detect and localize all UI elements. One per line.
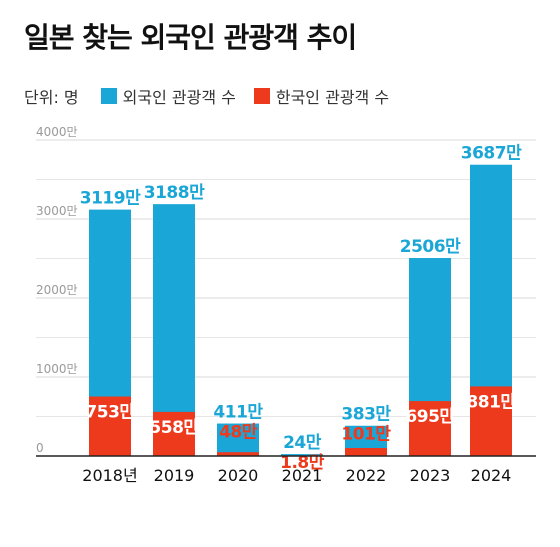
y-tick-label: 0 (36, 441, 44, 455)
x-tick-label: 2018년 (82, 466, 137, 485)
legend-label-foreign: 외국인 관광객 수 (122, 88, 236, 107)
y-tick-label: 4000만 (36, 125, 78, 139)
legend-swatch-korean (253, 88, 270, 104)
bar-korean (409, 401, 451, 456)
bar-foreign (217, 423, 259, 456)
data-label-foreign: 2506만 (400, 237, 461, 257)
data-label-foreign: 3188만 (144, 183, 205, 203)
chart-title: 일본 찾는 외국인 관광객 추이 (24, 21, 357, 54)
data-label-korean: 695만 (405, 407, 455, 427)
data-label-foreign: 383만 (341, 405, 391, 425)
x-tick-label: 2024 (471, 466, 512, 485)
legend-item-korean: 한국인 관광객 수 (253, 84, 390, 108)
data-label-korean: 101만 (341, 425, 391, 445)
legend-label-korean: 한국인 관광객 수 (275, 88, 390, 107)
data-label-foreign: 411만 (213, 403, 263, 423)
data-label-korean: 753만 (85, 403, 135, 423)
y-tick-label: 1000만 (36, 362, 78, 376)
bar-korean (153, 411, 195, 456)
y-tick-label: 2000만 (36, 283, 78, 297)
data-label-korean: 1.8만 (280, 453, 325, 473)
data-label-foreign: 3687만 (461, 144, 522, 164)
x-tick-label: 2020 (218, 466, 259, 485)
x-tick-label: 2021 (282, 466, 323, 485)
legend-item-foreign: 외국인 관광객 수 (100, 84, 236, 108)
y-tick-label: 3000만 (36, 204, 78, 218)
bar-korean (89, 396, 131, 456)
bar-korean (470, 386, 512, 456)
data-label-korean: 558만 (149, 418, 199, 438)
data-label-korean: 48만 (219, 423, 258, 443)
x-tick-label: 2023 (410, 466, 451, 485)
x-tick-label: 2019 (154, 466, 195, 485)
data-label-korean: 881만 (466, 392, 516, 412)
legend: 단위: 명 외국인 관광객 수 한국인 관광객 수 (24, 84, 407, 108)
bar-foreign (281, 454, 323, 456)
bar-korean (217, 452, 259, 456)
unit-label: 단위: 명 (24, 88, 79, 107)
data-label-foreign: 3119만 (80, 189, 141, 209)
data-label-foreign: 24만 (283, 433, 322, 453)
legend-swatch-foreign (100, 88, 117, 104)
x-tick-label: 2022 (346, 466, 387, 485)
bar-korean (345, 448, 387, 456)
